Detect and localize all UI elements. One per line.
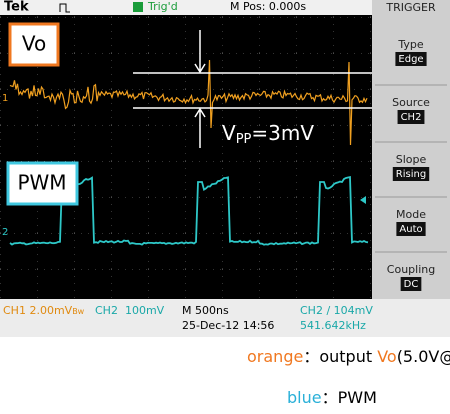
legend-text: PWM — [338, 388, 377, 407]
pwm-label: PWM — [17, 171, 66, 195]
ch1-status: CH1 2.00mVBw — [3, 304, 85, 317]
menu-title: TRIGGER — [385, 1, 436, 14]
legend-sep: ： — [303, 347, 319, 366]
legend-sep: ： — [322, 388, 338, 407]
legend-blue: blue：PWM — [287, 388, 377, 407]
trigger-status: CH2 ∕ 104mV — [300, 304, 373, 317]
vpp-value: =3mV — [251, 121, 314, 145]
legend-color: orange — [247, 347, 303, 366]
menu-label: Mode — [396, 208, 426, 221]
page: Tek Trig'd M Pos: 0.000s 1 2 VPP=3mV Vo … — [0, 0, 450, 414]
ch2-marker: 2 — [2, 227, 8, 238]
datetime: 25-Dec-12 14:56 — [182, 319, 274, 332]
legend-text: output — [319, 347, 377, 366]
legend-color: blue — [287, 388, 322, 407]
position: M Pos: 0.000s — [230, 0, 306, 13]
vo-label: Vo — [22, 32, 46, 56]
menu-label: Slope — [396, 153, 427, 166]
menu-label: Coupling — [387, 263, 435, 276]
legend-orange: orange：output Vo(5.0V@500mA) — [247, 347, 450, 366]
legend-detail: (5.0V@500mA) — [397, 347, 450, 366]
menu-value: CH2 — [401, 112, 422, 123]
menu-label: Source — [392, 96, 430, 109]
ch1-marker: 1 — [2, 93, 8, 104]
timebase: M 500ns — [182, 304, 229, 317]
menu-value: Auto — [399, 224, 422, 235]
legend-signal: Vo — [377, 347, 397, 366]
vpp-symbol: V — [222, 121, 236, 145]
ch1-bw: Bw — [72, 307, 84, 316]
ch1-scale: CH1 2.00mV — [3, 304, 73, 317]
ch2-status: CH2 100mV — [95, 304, 165, 317]
trig-icon — [133, 2, 143, 12]
frequency: 541.642kHz — [300, 319, 366, 332]
menu-label: Type — [397, 38, 423, 51]
trigger-state: Trig'd — [147, 0, 178, 13]
vpp-sub: PP — [236, 132, 252, 147]
menu-value: DC — [404, 279, 419, 290]
menu-value: Edge — [398, 54, 423, 65]
top-bar — [0, 0, 372, 15]
menu-value: Rising — [396, 169, 426, 180]
brand: Tek — [4, 0, 29, 15]
